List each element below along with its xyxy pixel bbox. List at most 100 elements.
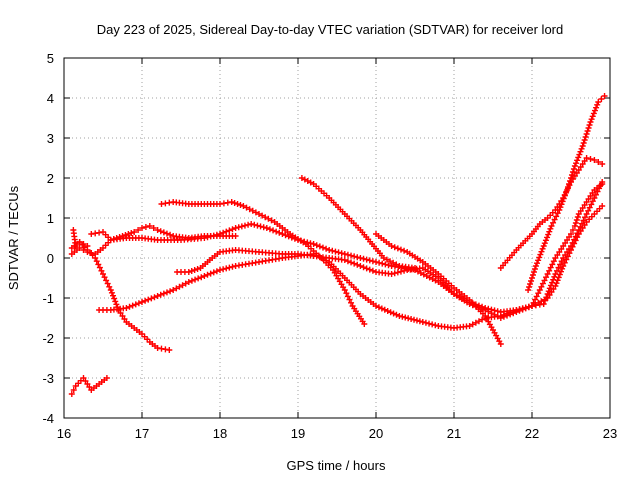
data-point (257, 223, 264, 230)
x-tick-label: 23 (603, 426, 617, 441)
data-point (582, 134, 589, 140)
data-point (485, 308, 492, 315)
data-point (135, 227, 142, 233)
data-point (497, 341, 504, 347)
data-point (104, 280, 111, 287)
data-point (229, 263, 236, 270)
data-point (131, 229, 138, 235)
data-point (547, 264, 554, 271)
data-point (586, 204, 593, 211)
data-point (491, 311, 498, 318)
data-point (201, 273, 208, 279)
data-point (344, 293, 351, 300)
data-point (129, 302, 136, 309)
data-point (256, 211, 262, 217)
series-arc-i (298, 175, 418, 271)
data-point (394, 269, 401, 276)
data-point (567, 178, 574, 184)
data-point (270, 227, 277, 234)
data-point (583, 211, 590, 217)
data-point (357, 263, 364, 269)
data-point (139, 225, 145, 231)
data-point (108, 289, 115, 296)
data-point (594, 101, 601, 108)
data-point (541, 277, 548, 284)
data-point (266, 226, 273, 233)
data-point (76, 245, 83, 251)
data-point (578, 145, 585, 152)
data-point (326, 247, 333, 253)
data-point (378, 305, 385, 312)
data-point (527, 281, 534, 287)
data-point (207, 233, 214, 240)
data-point (96, 264, 103, 271)
data-point (573, 160, 580, 167)
data-point (217, 231, 223, 237)
data-point (532, 263, 539, 269)
data-point (232, 225, 239, 231)
data-point (552, 283, 559, 289)
data-point (539, 245, 546, 252)
data-point (166, 347, 173, 353)
data-point (246, 206, 253, 213)
data-point (385, 262, 392, 269)
data-point (151, 294, 158, 301)
x-tick-label: 20 (369, 426, 383, 441)
data-point (383, 256, 390, 263)
data-point (504, 312, 511, 319)
data-point (553, 213, 560, 220)
data-point (111, 295, 118, 302)
data-point (601, 93, 608, 99)
data-point (575, 154, 582, 161)
data-point (344, 258, 351, 265)
data-point (232, 233, 239, 239)
data-point (566, 181, 573, 187)
data-point (351, 253, 358, 260)
data-point (170, 287, 177, 293)
data-point (112, 298, 119, 305)
data-point (569, 227, 576, 233)
data-point (558, 201, 565, 208)
data-point (595, 159, 602, 165)
data-point (586, 122, 593, 128)
data-point (564, 253, 571, 260)
data-point (346, 296, 353, 303)
data-point (494, 313, 501, 320)
data-point (135, 300, 142, 307)
data-point (559, 198, 566, 205)
data-point (179, 282, 186, 289)
data-point (210, 269, 217, 276)
data-point (535, 257, 542, 264)
data-point (537, 251, 544, 258)
data-point (564, 187, 571, 193)
data-point (401, 267, 408, 274)
data-point (229, 226, 236, 233)
data-point (599, 161, 606, 167)
data-point (107, 287, 114, 293)
series-arc-f (68, 239, 91, 251)
data-point (513, 309, 520, 315)
data-point (510, 310, 517, 317)
data-point (252, 209, 259, 216)
data-point (519, 306, 526, 313)
data-point (235, 224, 242, 231)
data-point (550, 219, 557, 226)
data-point (335, 249, 342, 256)
data-point (122, 232, 129, 238)
data-point (341, 257, 348, 263)
data-point (397, 246, 404, 253)
data-point (562, 189, 569, 196)
data-point (357, 255, 364, 261)
series-arc-k (497, 155, 606, 271)
data-point (530, 269, 537, 275)
data-point (373, 303, 379, 309)
data-point (276, 229, 283, 236)
data-point (160, 229, 167, 236)
data-point (536, 287, 543, 293)
data-point (549, 261, 556, 268)
data-point (581, 137, 588, 143)
data-point (541, 240, 548, 247)
data-point (580, 217, 587, 224)
data-point (535, 290, 542, 297)
data-point (185, 269, 192, 275)
